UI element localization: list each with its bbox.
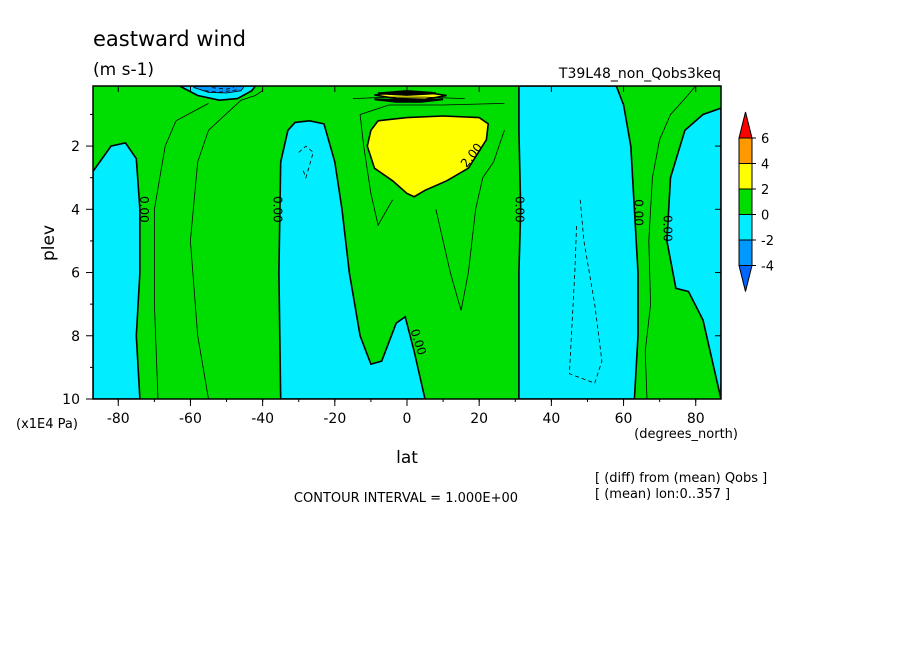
y-tick-label-4: 10 bbox=[62, 392, 80, 408]
contour-outline-2 bbox=[278, 119, 426, 399]
region-cyan-2 bbox=[278, 120, 425, 399]
contour-interval: CONTOUR INTERVAL = 1.000E+00 bbox=[294, 491, 518, 506]
note-diff: [ (diff) from (mean) Qobs ] bbox=[595, 471, 767, 486]
contour-label-1: 0.00 bbox=[271, 196, 285, 223]
contour-outline-7 bbox=[192, 86, 246, 94]
y-tick-label-0: 2 bbox=[71, 139, 80, 155]
chart-units: (m s-1) bbox=[93, 60, 154, 80]
contour-outline-5 bbox=[366, 115, 490, 198]
contour-dashed-1 bbox=[568, 199, 603, 384]
contour-outline-1 bbox=[93, 142, 141, 399]
x-tick-label-0: -80 bbox=[107, 411, 130, 427]
colorbar-label-3: 0 bbox=[761, 209, 769, 224]
x-tick-label-2: -40 bbox=[251, 411, 274, 427]
x-axis-units: (degrees_north) bbox=[634, 427, 738, 442]
region-cyan-4 bbox=[666, 108, 721, 399]
colorbar-label-4: -2 bbox=[761, 234, 774, 249]
colorbar-bottom-arrow bbox=[738, 265, 753, 292]
x-tick-label-8: 80 bbox=[687, 411, 705, 427]
region-yellow-5 bbox=[367, 116, 489, 197]
note-mean: [ (mean) lon:0..357 ] bbox=[595, 487, 730, 502]
contour-lines bbox=[93, 86, 721, 399]
contour-line-6 bbox=[644, 86, 697, 399]
x-axis-label: lat bbox=[396, 448, 418, 468]
y-axis: 2 4 6 8 10 bbox=[62, 113, 721, 408]
y-axis-label: plev bbox=[39, 225, 59, 261]
contour-line-5 bbox=[352, 96, 465, 99]
contour-outline-4 bbox=[666, 107, 721, 399]
colorbar-segment-3 bbox=[738, 188, 753, 215]
colorbar-top-arrow bbox=[738, 111, 753, 139]
run-label: T39L48_non_Qobs3keq bbox=[558, 66, 721, 82]
x-tick-label-1: -60 bbox=[179, 411, 202, 427]
contour-label-6: 0.00 bbox=[660, 215, 674, 242]
y-tick-label-1: 4 bbox=[71, 202, 80, 218]
contour-label-3: 0.00 bbox=[512, 196, 526, 223]
chart-title: eastward wind bbox=[93, 27, 246, 51]
colorbar-segment-4 bbox=[738, 214, 753, 241]
contour-outline-3 bbox=[518, 86, 639, 399]
colorbar-label-1: 4 bbox=[761, 158, 769, 173]
x-tick-label-5: 20 bbox=[470, 411, 488, 427]
contour-dashed-0 bbox=[298, 145, 314, 179]
colorbar-segment-5 bbox=[738, 239, 753, 266]
x-tick-label-3: -20 bbox=[323, 411, 346, 427]
contour-line-2 bbox=[359, 114, 393, 227]
plot-area: 0.00 0.000.000.002.000.000.00 bbox=[92, 85, 722, 400]
contour-line-4 bbox=[435, 130, 505, 311]
x-axis: -80 -60 -40 -20 0 20 40 60 80 bbox=[107, 86, 705, 427]
contour-outline-6 bbox=[179, 86, 257, 102]
x-tick-label-4: 0 bbox=[403, 411, 412, 427]
y-tick-label-2: 6 bbox=[71, 266, 80, 282]
contour-line-3 bbox=[359, 103, 505, 115]
region-cyan-1 bbox=[93, 142, 140, 399]
contour-label-5: 0.00 bbox=[632, 199, 646, 226]
contour-bold-0 bbox=[374, 98, 444, 103]
colorbar-segment-2 bbox=[738, 163, 753, 190]
colorbar-label-2: 2 bbox=[761, 183, 769, 198]
y-axis-units: (x1E4 Pa) bbox=[16, 417, 78, 432]
contour-dashed-3 bbox=[212, 86, 234, 90]
colorbar-segment-1 bbox=[738, 137, 753, 164]
y-tick-label-3: 8 bbox=[71, 329, 80, 345]
x-tick-label-6: 40 bbox=[542, 411, 560, 427]
colorbar-label-5: -4 bbox=[761, 260, 774, 275]
contour-dashed-2 bbox=[204, 89, 238, 93]
colorbar-label-0: 6 bbox=[761, 132, 769, 147]
colorbar: 6 4 2 0 -2 -4 bbox=[738, 111, 774, 292]
contour-line-0 bbox=[153, 103, 209, 399]
contour-label-0: 0.00 bbox=[137, 196, 151, 223]
contour-line-1 bbox=[189, 90, 263, 399]
filled-regions bbox=[93, 86, 721, 399]
x-tick-label-7: 60 bbox=[615, 411, 633, 427]
region-cyan-3 bbox=[518, 86, 638, 399]
contour-bold-1 bbox=[378, 90, 436, 96]
